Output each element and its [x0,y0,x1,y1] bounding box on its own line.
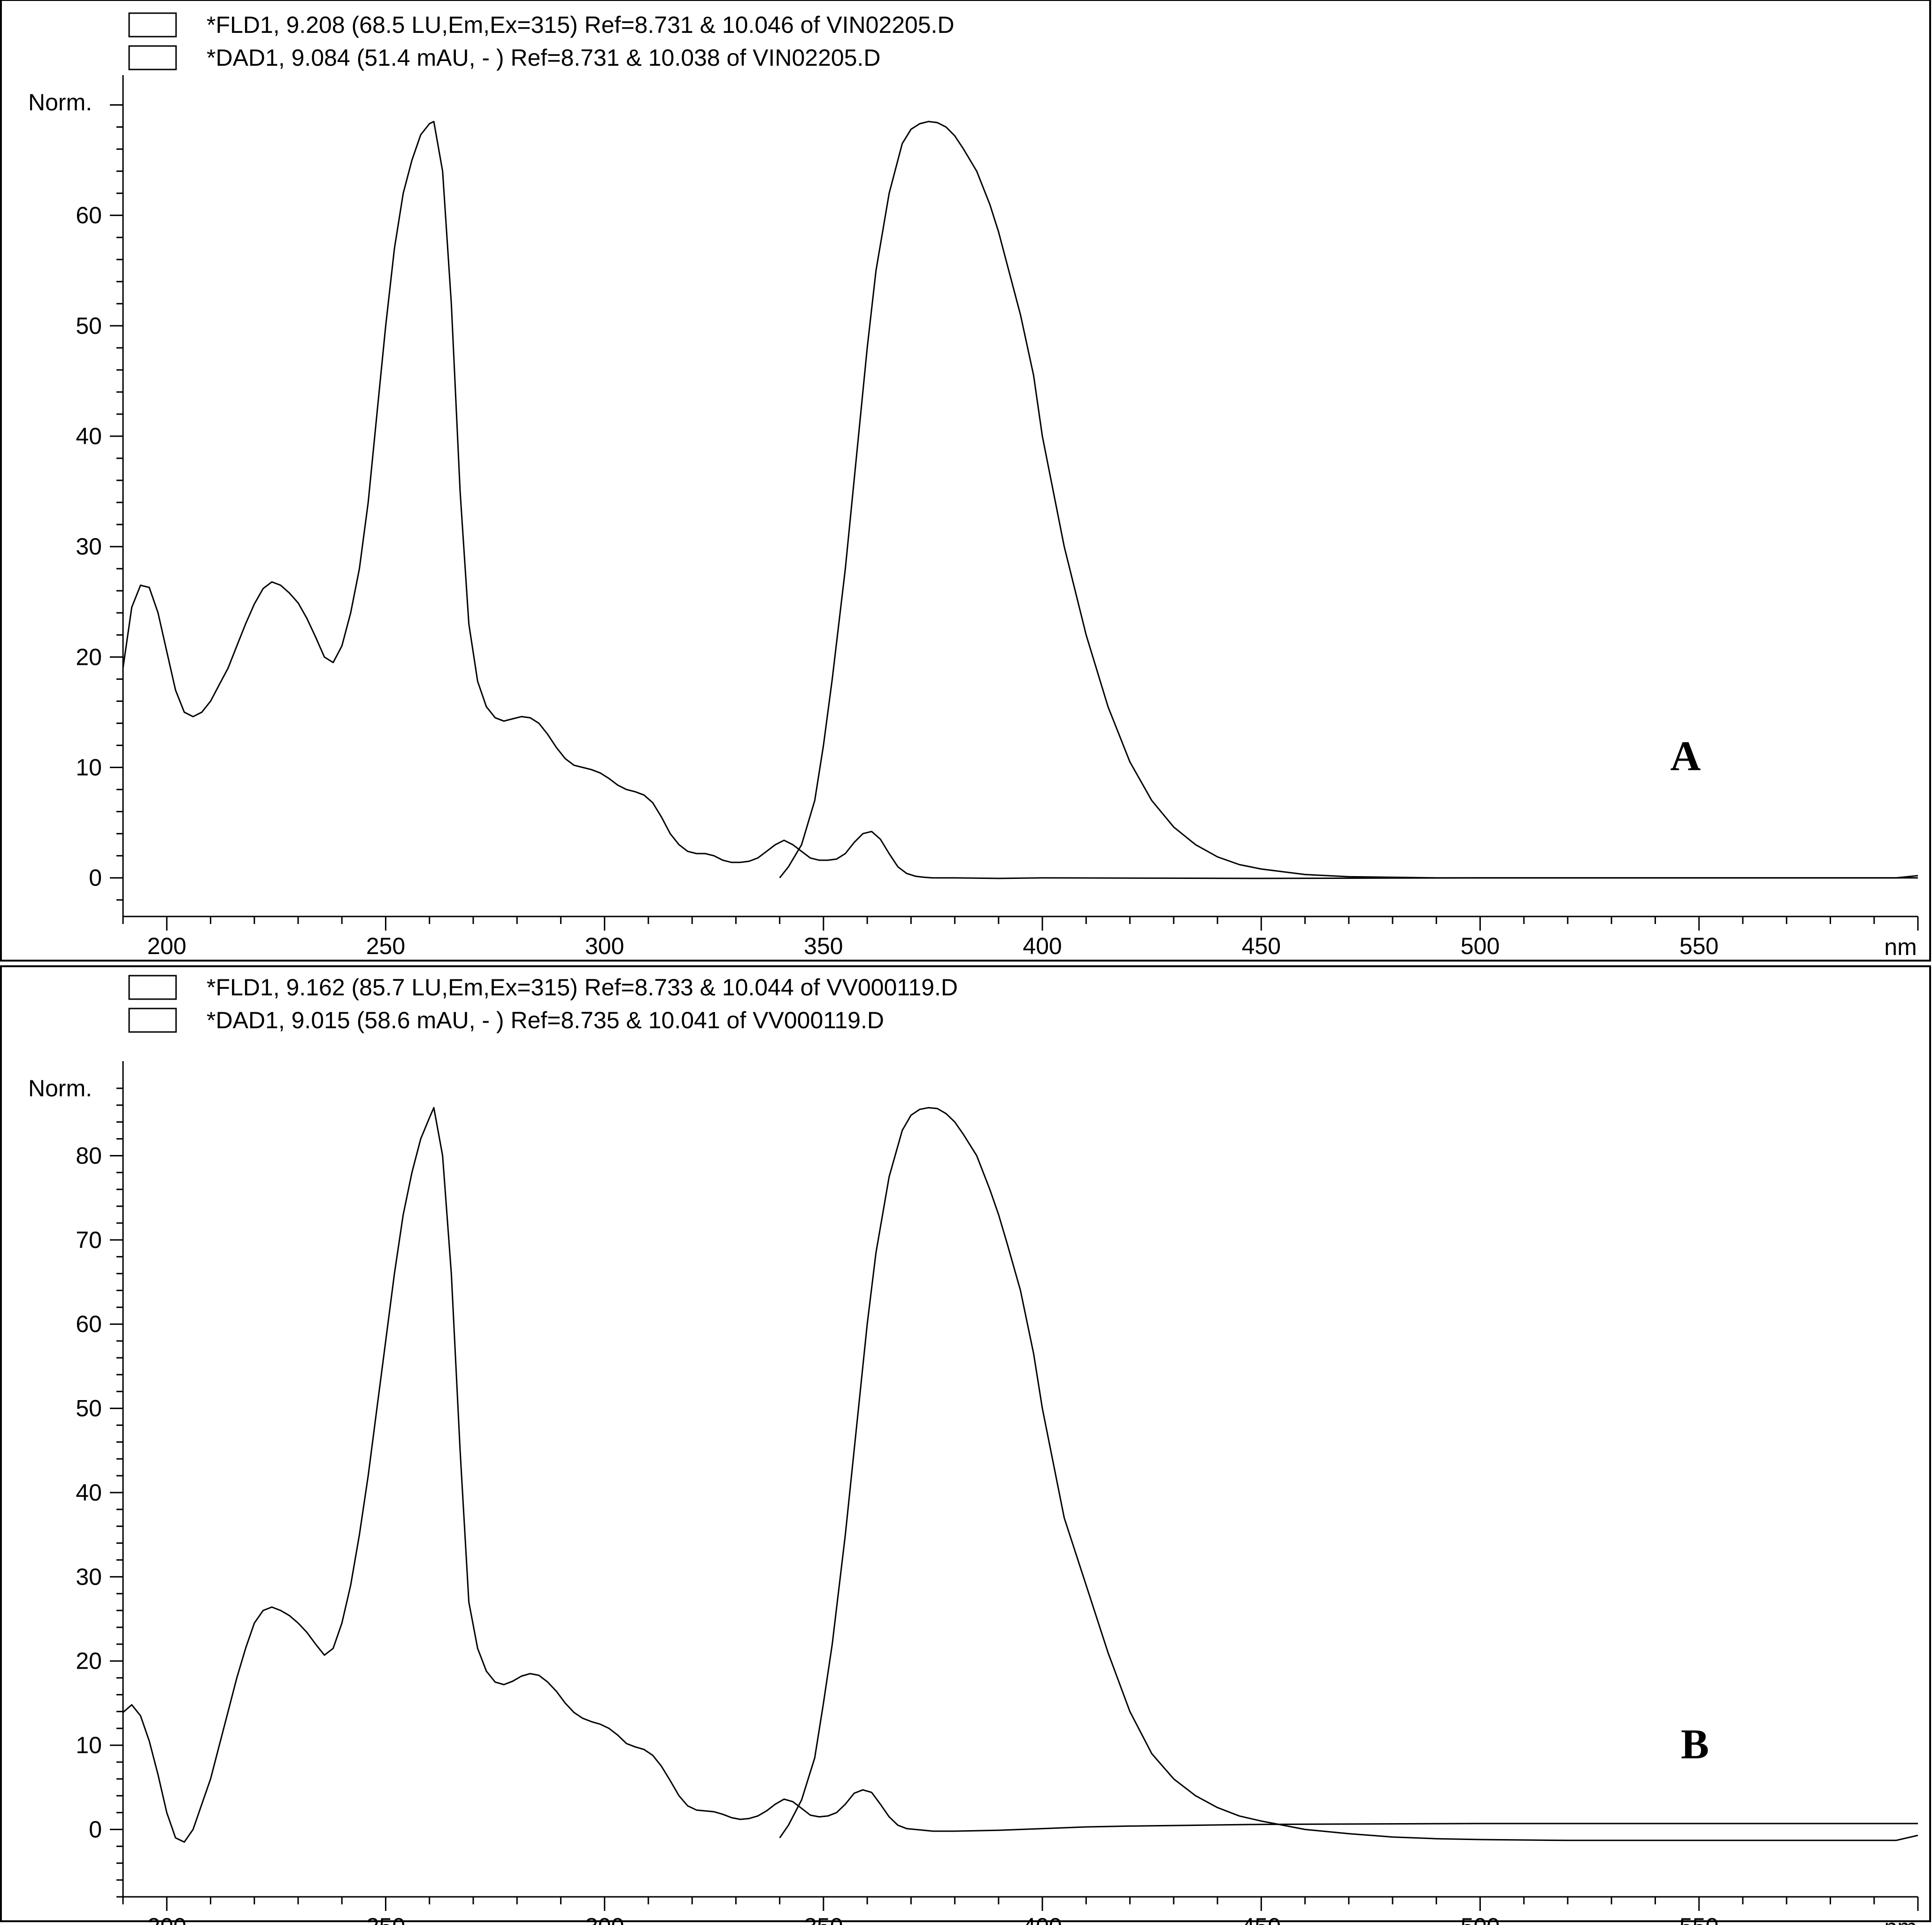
x-tick-label: 200 [147,1913,186,1925]
x-tick-label: 400 [1023,1913,1062,1925]
y-tick-label: 30 [76,533,102,560]
x-tick-label: 300 [585,933,624,959]
x-tick-label: 500 [1461,933,1500,959]
y-tick-label: 60 [76,202,102,229]
y-axis-label: Norm. [28,1075,92,1101]
y-tick-label: 10 [76,1732,102,1758]
x-tick-label: 550 [1679,933,1718,959]
y-tick-label: 50 [76,313,102,339]
x-axis-unit: nm [1884,934,1917,960]
y-tick-label: 80 [76,1142,102,1169]
y-tick-label: 20 [76,644,102,670]
x-tick-label: 450 [1242,933,1281,959]
y-axis-label: Norm. [28,89,92,116]
x-tick-label: 300 [585,1913,624,1925]
legend-swatch-fld [128,12,177,38]
y-tick-label: 40 [76,423,102,449]
series-line-fld [779,121,1918,879]
x-tick-label: 350 [804,933,843,959]
y-tick-label: 40 [76,1479,102,1506]
chart-panel-b: *FLD1, 9.162 (85.7 LU,Em,Ex=315) Ref=8.7… [0,965,1931,1925]
panel-label: B [1681,1721,1709,1768]
panel-frame [0,965,1931,1922]
x-tick-label: 250 [366,933,405,959]
x-axis-unit: nm [1884,1914,1917,1925]
x-tick-label: 450 [1242,1913,1281,1925]
y-tick-label: 0 [89,1816,102,1842]
panel-label: A [1670,733,1701,779]
legend-entry-dad: *DAD1, 9.084 (51.4 mAU, - ) Ref=8.731 & … [207,45,881,71]
series-line-fld [779,1107,1918,1841]
x-tick-label: 400 [1023,933,1062,959]
x-tick-label: 550 [1679,1913,1718,1925]
legend-swatch-dad [128,1008,177,1033]
y-tick-label: 10 [76,755,102,781]
legend-entry-fld: *FLD1, 9.162 (85.7 LU,Em,Ex=315) Ref=8.7… [207,974,958,1001]
legend-entry-fld: *FLD1, 9.208 (68.5 LU,Em,Ex=315) Ref=8.7… [207,12,954,38]
x-tick-label: 500 [1461,1913,1500,1925]
y-tick-label: 70 [76,1227,102,1253]
x-tick-label: 200 [147,933,186,959]
legend-swatch-dad [128,45,177,70]
y-tick-label: 0 [89,865,102,891]
y-tick-label: 30 [76,1563,102,1590]
y-tick-label: 50 [76,1395,102,1422]
x-tick-label: 350 [804,1913,843,1925]
series-line-dad [123,121,1918,879]
chart-panel-a: *FLD1, 9.208 (68.5 LU,Em,Ex=315) Ref=8.7… [0,0,1931,962]
legend-entry-dad: *DAD1, 9.015 (58.6 mAU, - ) Ref=8.735 & … [207,1007,884,1033]
panel-frame [0,0,1931,962]
legend-swatch-fld [128,975,177,1000]
y-tick-label: 20 [76,1648,102,1674]
series-line-dad [123,1107,1918,1843]
y-tick-label: 60 [76,1311,102,1337]
x-tick-label: 250 [366,1913,405,1925]
